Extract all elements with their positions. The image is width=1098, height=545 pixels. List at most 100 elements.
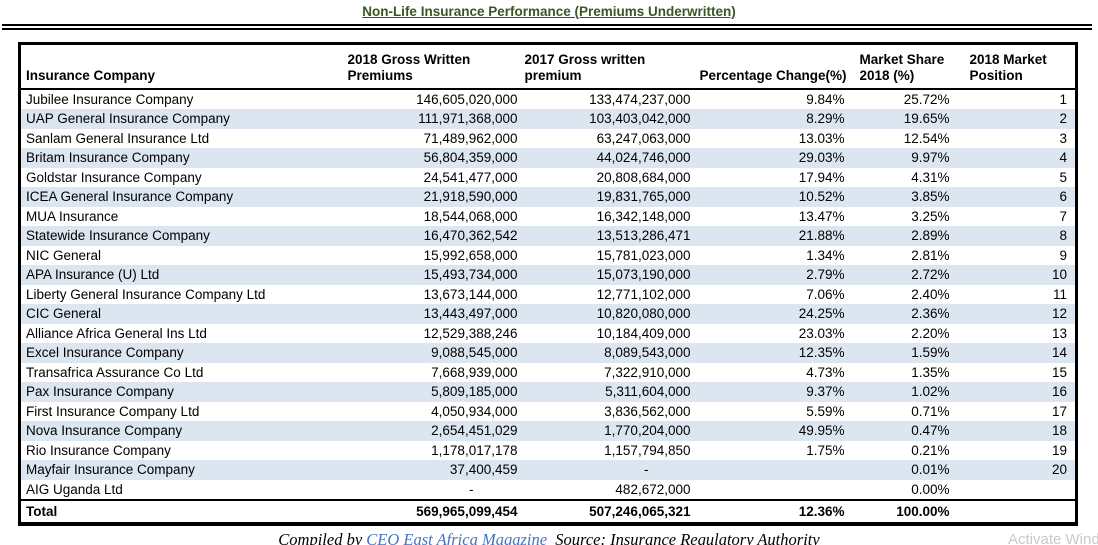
cell-pct-change: 8.29%: [696, 109, 857, 129]
table-row: UAP General Insurance Company 111,971,368…: [19, 109, 1077, 129]
table-row: AIG Uganda Ltd - 482,672,000 0.00%: [20, 480, 1077, 501]
table-row: First Insurance Company Ltd 4,050,934,000…: [20, 402, 1077, 422]
cell-gwp-2018: 13,443,497,000: [344, 304, 522, 324]
cell-company: Sanlam General Insurance Ltd: [26, 130, 210, 146]
cell-company: Pax Insurance Company: [19, 382, 345, 402]
table-row: Alliance Africa General Ins Ltd 12,529,38…: [20, 324, 1077, 344]
cell-company: Britam Insurance Company: [19, 148, 345, 168]
cell-gwp-2017: 16,342,148,000: [596, 208, 691, 224]
insurance-performance-table: Insurance Company 2018 Gross Written Premi…: [18, 42, 1078, 526]
page-title: Non-Life Insurance Performance (Premiums…: [362, 4, 736, 19]
total-gwp-2017: 507,246,065,321: [521, 499, 697, 524]
cell-gwp-2018: 56,804,359,000: [344, 148, 522, 168]
cell-company: Rio Insurance Company: [26, 442, 171, 458]
cell-pct-change: [696, 460, 857, 480]
cell-pct-change: 4.73%: [806, 364, 845, 380]
compiled-by-text: Compiled by: [278, 530, 367, 545]
table-row: CIC General 13,443,497,000 10,820,080,000 2…: [19, 304, 1077, 324]
total-row: Total 569,965,099,454 507,246,065,321 12.36…: [19, 499, 1077, 524]
column-header-position: 2018 Market Position: [966, 43, 1077, 90]
table-row: NIC General 15,992,658,000 15,781,023,000 1…: [20, 246, 1077, 266]
cell-pct-change: 7.06%: [806, 286, 845, 302]
column-header-pct-change: Percentage Change(%): [696, 43, 857, 90]
cell-position: 12: [966, 304, 1077, 324]
cell-position: 15: [1051, 364, 1067, 380]
cell-gwp-2017: 10,184,409,000: [596, 325, 691, 341]
table-row: Jubilee Insurance Company 146,605,020,000…: [20, 89, 1077, 110]
cell-gwp-2018: 71,489,962,000: [423, 130, 518, 146]
table-row: Excel Insurance Company 9,088,545,000 8,08…: [19, 343, 1077, 363]
cell-pct-change: 2.79%: [696, 265, 857, 285]
cell-market-share: 0.71%: [911, 403, 950, 419]
activate-windows-watermark: Activate Wind: [1008, 531, 1098, 545]
table-row: Rio Insurance Company 1,178,017,178 1,157,…: [20, 441, 1077, 461]
table-row: Transafrica Assurance Co Ltd 7,668,939,00…: [20, 363, 1077, 383]
cell-gwp-2018: 13,673,144,000: [423, 286, 518, 302]
cell-gwp-2017: 10,820,080,000: [521, 304, 697, 324]
cell-company: First Insurance Company Ltd: [26, 403, 200, 419]
cell-gwp-2018: 24,541,477,000: [423, 169, 518, 185]
cell-pct-change: 1.34%: [806, 247, 845, 263]
cell-pct-change: [697, 480, 857, 501]
table-row: Mayfair Insurance Company 37,400,459- 0.01…: [19, 460, 1077, 480]
cell-company: Liberty General Insurance Company Ltd: [26, 286, 266, 302]
cell-pct-change: 21.88%: [696, 226, 857, 246]
table-row: Sanlam General Insurance Ltd 71,489,962,0…: [20, 129, 1077, 149]
cell-position: 18: [966, 421, 1077, 441]
table-body: Jubilee Insurance Company 146,605,020,000…: [19, 89, 1077, 501]
column-header-gwp-2017: 2017 Gross written premium: [521, 43, 697, 90]
cell-market-share: 3.85%: [856, 187, 967, 207]
cell-pct-change: 1.75%: [806, 442, 845, 458]
cell-pct-change: 9.84%: [806, 91, 845, 107]
cell-position: 10: [966, 265, 1077, 285]
table-row: Statewide Insurance Company 16,470,362,54…: [19, 226, 1077, 246]
cell-company: Goldstar Insurance Company: [26, 169, 202, 185]
cell-company: Statewide Insurance Company: [19, 226, 345, 246]
cell-gwp-2017: 8,089,543,000: [521, 343, 697, 363]
cell-position: 8: [966, 226, 1077, 246]
cell-gwp-2017: 19,831,765,000: [521, 187, 697, 207]
cell-position: 3: [1059, 130, 1067, 146]
cell-gwp-2017: 1,770,204,000: [521, 421, 697, 441]
cell-market-share: 4.31%: [911, 169, 950, 185]
cell-company: MUA Insurance: [26, 208, 119, 224]
cell-position: 17: [1051, 403, 1067, 419]
source-text: Source: Insurance Regulatory Authority: [547, 530, 820, 545]
column-header-market-share: Market Share 2018 (%): [856, 43, 967, 90]
table-row: Nova Insurance Company 2,654,451,029 1,770…: [19, 421, 1077, 441]
cell-gwp-2018: 1,178,017,178: [431, 442, 518, 458]
cell-market-share: 9.97%: [856, 148, 967, 168]
cell-gwp-2018: 7,668,939,000: [431, 364, 518, 380]
cell-gwp-2017: 133,474,237,000: [589, 91, 691, 107]
table-row: APA Insurance (U) Ltd 15,493,734,000 15,07…: [19, 265, 1077, 285]
cell-position: 7: [1059, 208, 1067, 224]
cell-position: 9: [1059, 247, 1067, 263]
cell-position: 6: [966, 187, 1077, 207]
cell-market-share: 2.40%: [911, 286, 950, 302]
magazine-link[interactable]: CEO East Africa Magazine: [366, 530, 548, 545]
cell-gwp-2017: 13,513,286,471: [521, 226, 697, 246]
cell-gwp-2017: 482,672,000: [615, 481, 691, 497]
cell-pct-change: 5.59%: [806, 403, 845, 419]
cell-market-share: 1.02%: [856, 382, 967, 402]
cell-gwp-2017: 1,157,794,850: [604, 442, 691, 458]
cell-gwp-2017: 15,781,023,000: [596, 247, 691, 263]
cell-position: 2: [966, 109, 1077, 129]
table-row: ICEA General Insurance Company 21,918,590…: [19, 187, 1077, 207]
cell-company: Mayfair Insurance Company: [19, 460, 345, 480]
cell-market-share: 2.81%: [911, 247, 950, 263]
cell-gwp-2018: 37,400,459: [344, 460, 522, 480]
cell-gwp-2018: 18,544,068,000: [423, 208, 518, 224]
table-row: Pax Insurance Company 5,809,185,000 5,311,…: [19, 382, 1077, 402]
cell-pct-change: 12.35%: [696, 343, 857, 363]
cell-position: 13: [1051, 325, 1067, 341]
cell-gwp-2017: 5,311,604,000: [521, 382, 697, 402]
cell-gwp-2018: 21,918,590,000: [344, 187, 522, 207]
cell-pct-change: 13.47%: [798, 208, 845, 224]
cell-gwp-2018: 15,992,658,000: [423, 247, 518, 263]
cell-market-share: 1.59%: [856, 343, 967, 363]
header-row: Insurance Company 2018 Gross Written Premi…: [19, 43, 1077, 90]
cell-pct-change: 17.94%: [798, 169, 845, 185]
column-header-company: Insurance Company: [19, 43, 345, 90]
cell-market-share: 0.21%: [911, 442, 950, 458]
